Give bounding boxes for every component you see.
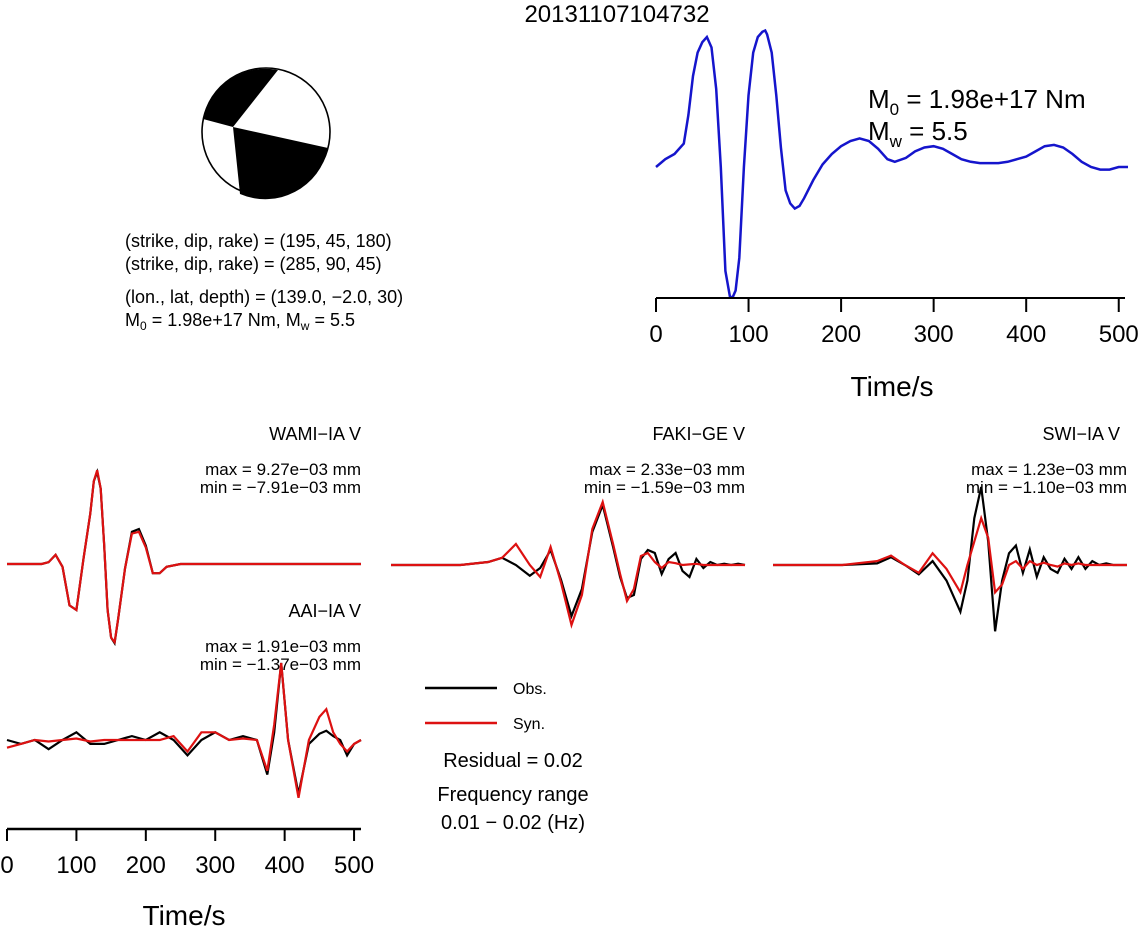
mw-value: = 5.5 [309,310,355,330]
beachball-compressional-quadrant-north [203,68,278,127]
waveform-x-ticks: 0 100 200 300 400 500 [0,829,374,879]
observed-trace [773,486,1127,632]
moment-value: = 1.98e+17 Nm, M [147,310,301,330]
stf-mw-label: Mw = 5.5 [868,116,968,151]
waveform-x-tick-label: 100 [56,852,96,879]
stf-m0-letter: M [868,84,890,114]
stf-m0-label: M0 = 1.98e+17 Nm [868,84,1086,119]
frequency-range: 0.01 − 0.02 (Hz) [441,812,585,834]
waveform-x-tick-label: 200 [126,852,166,879]
legend: Obs. Syn. Residual = 0.02 Frequency rang… [425,681,589,834]
station-min: min = −7.91e−03 mm [200,478,361,497]
legend-obs-label: Obs. [513,681,547,698]
frequency-title: Frequency range [437,784,588,806]
stf-mw-value: = 5.5 [902,116,968,146]
stf-x-label: Time/s [851,371,934,402]
waveform-x-tick-label: 400 [265,852,305,879]
station-max: max = 9.27e−03 mm [205,460,361,479]
nodal-plane-2: (strike, dip, rake) = (285, 90, 45) [125,254,382,274]
stf-x-tick-label: 100 [729,321,769,348]
stf-mw-letter: M [868,116,890,146]
station-wami: WAMI−IA V max = 9.27e−03 mm min = −7.91e… [7,424,361,647]
station-name: WAMI−IA V [269,424,361,444]
station-name: AAI−IA V [288,601,361,621]
nodal-plane-1: (strike, dip, rake) = (195, 45, 180) [125,231,392,251]
station-min: min = −1.10e−03 mm [966,478,1127,497]
station-name: SWI−IA V [1042,424,1120,444]
stf-mw-sub: w [889,132,903,151]
station-max: max = 1.23e−03 mm [971,460,1127,479]
stf-x-tick-label: 400 [1006,321,1046,348]
station-name: FAKI−GE V [652,424,745,444]
synthetic-trace [6,662,362,798]
waveform-x-label: Time/s [143,900,226,928]
waveform-x-tick-label: 0 [0,852,13,879]
observed-trace [6,662,362,795]
station-max: max = 1.91e−03 mm [205,637,361,656]
station-max: max = 2.33e−03 mm [589,460,745,479]
beachball [201,67,331,200]
moment-letter: M [125,310,140,330]
hypocenter: (lon., lat, depth) = (139.0, −2.0, 30) [125,287,403,307]
synthetic-trace [773,514,1127,596]
synthetic-trace [7,469,361,645]
station-swi: SWI−IA V max = 1.23e−03 mm min = −1.10e−… [773,424,1127,632]
moment-magnitude-line: M0 = 1.98e+17 Nm, Mw = 5.5 [125,310,355,333]
observed-trace [391,501,746,620]
residual-label: Residual = 0.02 [443,750,583,772]
stf-x-tick-label: 200 [821,321,861,348]
beachball-compressional-quadrant-south [233,127,328,200]
mechanism-info: (strike, dip, rake) = (195, 45, 180) (st… [125,231,403,333]
stf-x-tick-label: 0 [649,321,662,348]
waveform-x-tick-label: 300 [195,852,235,879]
station-aai: AAI−IA V max = 1.91e−03 mm min = −1.37e−… [0,601,374,928]
mw-sub: w [300,319,310,333]
waveform-x-tick-label: 500 [334,852,374,879]
stf-m0-sub: 0 [890,100,899,119]
stf-line [655,28,1128,299]
legend-syn-label: Syn. [513,716,545,733]
stf-x-ticks: 0 100 200 300 400 500 [649,298,1139,348]
moment-sub: 0 [140,319,147,333]
stf-panel: 0 100 200 300 400 500 Time/s M0 = 1.98e+17 Nm… [649,28,1139,402]
stf-x-tick-label: 500 [1099,321,1139,348]
stf-m0-value: = 1.98e+17 Nm [899,84,1085,114]
figure-title: 20131107104732 [524,1,709,28]
synthetic-trace [391,498,745,629]
station-faki: FAKI−GE V max = 2.33e−03 mm min = −1.59e… [391,424,746,629]
station-min: min = −1.59e−03 mm [584,478,745,497]
stf-x-tick-label: 300 [914,321,954,348]
